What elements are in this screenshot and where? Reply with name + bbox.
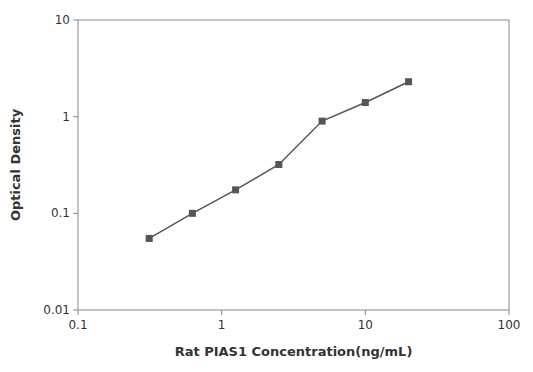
y-tick-label: 0.01 <box>43 303 70 317</box>
data-point <box>146 235 153 242</box>
y-tick <box>73 20 78 21</box>
x-tick-label: 0.1 <box>68 318 87 332</box>
x-axis: 0.1 1 10 100 <box>68 310 520 332</box>
data-point <box>362 99 369 106</box>
x-tick <box>221 310 222 315</box>
chart-svg: 0.11101000.010.1110Rat PIAS1 Concentrati… <box>0 0 533 372</box>
x-tick-label: 100 <box>498 318 521 332</box>
y-tick-label: 10 <box>55 13 70 27</box>
y-axis: 0.01 0.1 1 10 <box>43 13 78 317</box>
x-tick-label: 1 <box>218 318 226 332</box>
y-tick <box>73 213 78 214</box>
x-tick <box>365 310 366 315</box>
data-group <box>146 78 412 242</box>
plot-frame <box>78 20 509 310</box>
y-tick-label: 0.1 <box>51 206 70 220</box>
x-tick <box>78 310 79 315</box>
y-tick <box>73 116 78 117</box>
y-tick <box>73 310 78 311</box>
data-point <box>405 78 412 85</box>
y-tick-label: 1 <box>62 110 70 124</box>
data-point <box>319 118 326 125</box>
data-point <box>232 186 239 193</box>
data-point <box>189 210 196 217</box>
page: {"chart_data": {"type": "line", "x": [0.… <box>0 0 533 372</box>
x-tick <box>509 310 510 315</box>
data-line <box>149 82 408 239</box>
y-axis-label: Optical Density <box>8 108 23 221</box>
chart-container: 0.11101000.010.1110Rat PIAS1 Concentrati… <box>0 0 533 372</box>
data-point <box>275 161 282 168</box>
x-tick-label: 10 <box>358 318 373 332</box>
x-axis-label: Rat PIAS1 Concentration(ng/mL) <box>175 344 413 359</box>
